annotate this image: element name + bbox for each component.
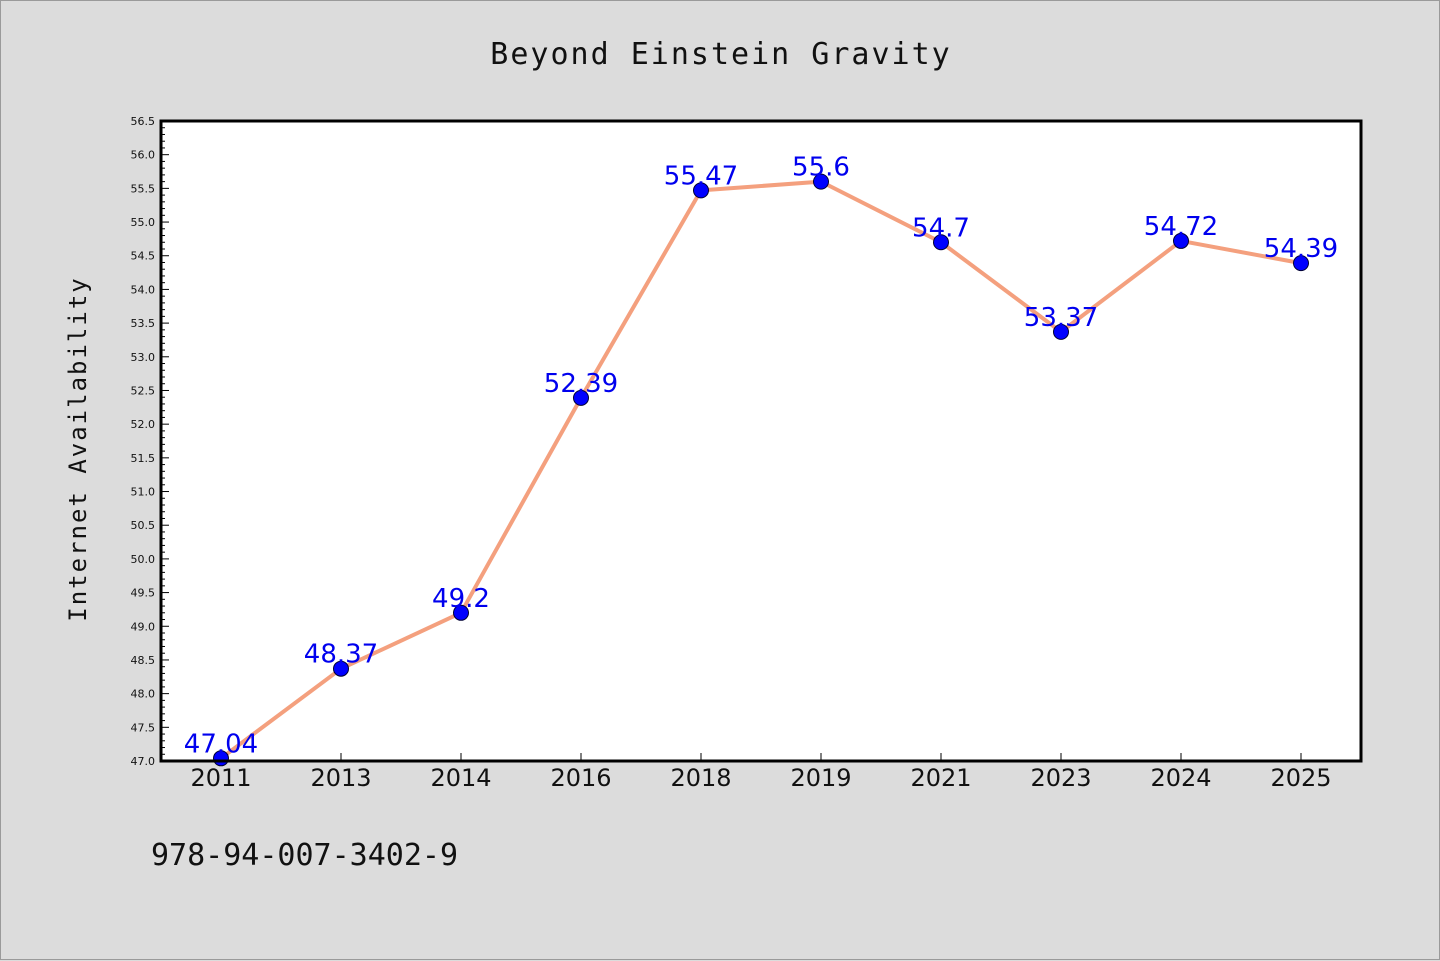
x-tick-label: 2014 — [430, 764, 491, 792]
x-tick-label: 2011 — [190, 764, 251, 792]
data-point-2016 — [573, 389, 589, 406]
y-tick-label: 54.0 — [131, 283, 156, 296]
data-label-2024: 54.72 — [1144, 212, 1218, 242]
x-tick-label: 2024 — [1150, 764, 1211, 792]
x-tick-label: 2023 — [1030, 764, 1091, 792]
y-tick-label: 52.5 — [131, 384, 156, 397]
data-label-2016: 52.39 — [544, 369, 618, 399]
plot-frame — [159, 119, 1363, 763]
data-label-2014: 49.2 — [432, 584, 490, 614]
x-tick-label: 2019 — [790, 764, 851, 792]
y-tick-label: 48.0 — [131, 688, 156, 701]
plot-area — [161, 121, 1361, 761]
data-label-2025: 54.39 — [1264, 234, 1338, 264]
y-tick-label: 51.5 — [131, 452, 156, 465]
y-tick-label: 47.0 — [131, 755, 156, 768]
series-line — [219, 179, 1303, 761]
y-axis: 47.0 47.5 48.0 48.5 49.0 49.5 50.0 50.5 51.0 51.5… — [131, 115, 169, 768]
data-label-2011: 47.04 — [184, 729, 258, 759]
x-tick-label: 2013 — [310, 764, 371, 792]
data-point-2018 — [693, 182, 709, 199]
series-group — [213, 173, 1309, 767]
data-point-2014 — [453, 604, 469, 621]
y-tick-label: 49.0 — [131, 620, 156, 633]
y-tick-label: 51.0 — [131, 486, 156, 499]
chart-title: Beyond Einstein Gravity — [490, 37, 951, 72]
data-labels: 47.04 48.37 49.2 52.39 55.47 55.6 54.7 53.37 54.… — [184, 153, 1338, 760]
y-tick-label: 52.0 — [131, 418, 156, 431]
y-tick-label: 50.5 — [131, 519, 156, 532]
data-label-2019: 55.6 — [792, 153, 850, 183]
y-tick-label: 54.5 — [131, 250, 156, 263]
footer-isbn: 978-94-007-3402-9 — [151, 838, 458, 873]
data-point-2025 — [1293, 255, 1309, 272]
y-tick-label: 50.0 — [131, 553, 156, 566]
y-tick-label: 56.0 — [131, 149, 156, 162]
data-point-2021 — [933, 234, 949, 251]
data-point-2023 — [1053, 323, 1069, 340]
data-label-2018: 55.47 — [664, 161, 738, 191]
y-tick-label: 48.5 — [131, 654, 156, 667]
x-tick-label: 2025 — [1270, 764, 1331, 792]
x-tick-label: 2021 — [910, 764, 971, 792]
y-axis-label: Internet Availability — [64, 276, 92, 621]
y-tick-label: 56.5 — [131, 115, 156, 128]
y-tick-label: 55.0 — [131, 216, 156, 229]
data-point-2024 — [1173, 232, 1189, 249]
data-label-2023: 53.37 — [1024, 303, 1098, 333]
y-tick-label: 53.5 — [131, 317, 156, 330]
x-tick-label: 2018 — [670, 764, 731, 792]
data-label-2013: 48.37 — [304, 640, 378, 670]
x-axis: 2011 2013 2014 2016 2018 2019 2021 2023 2024 2025 — [190, 753, 1332, 792]
data-label-2021: 54.7 — [912, 213, 970, 243]
data-point-2013 — [333, 660, 349, 677]
data-point-2019 — [813, 173, 829, 190]
y-tick-label: 53.0 — [131, 351, 156, 364]
x-tick-label: 2016 — [550, 764, 611, 792]
y-tick-label: 47.5 — [131, 721, 156, 734]
y-tick-label: 49.5 — [131, 587, 156, 600]
y-tick-label: 55.5 — [131, 182, 156, 195]
